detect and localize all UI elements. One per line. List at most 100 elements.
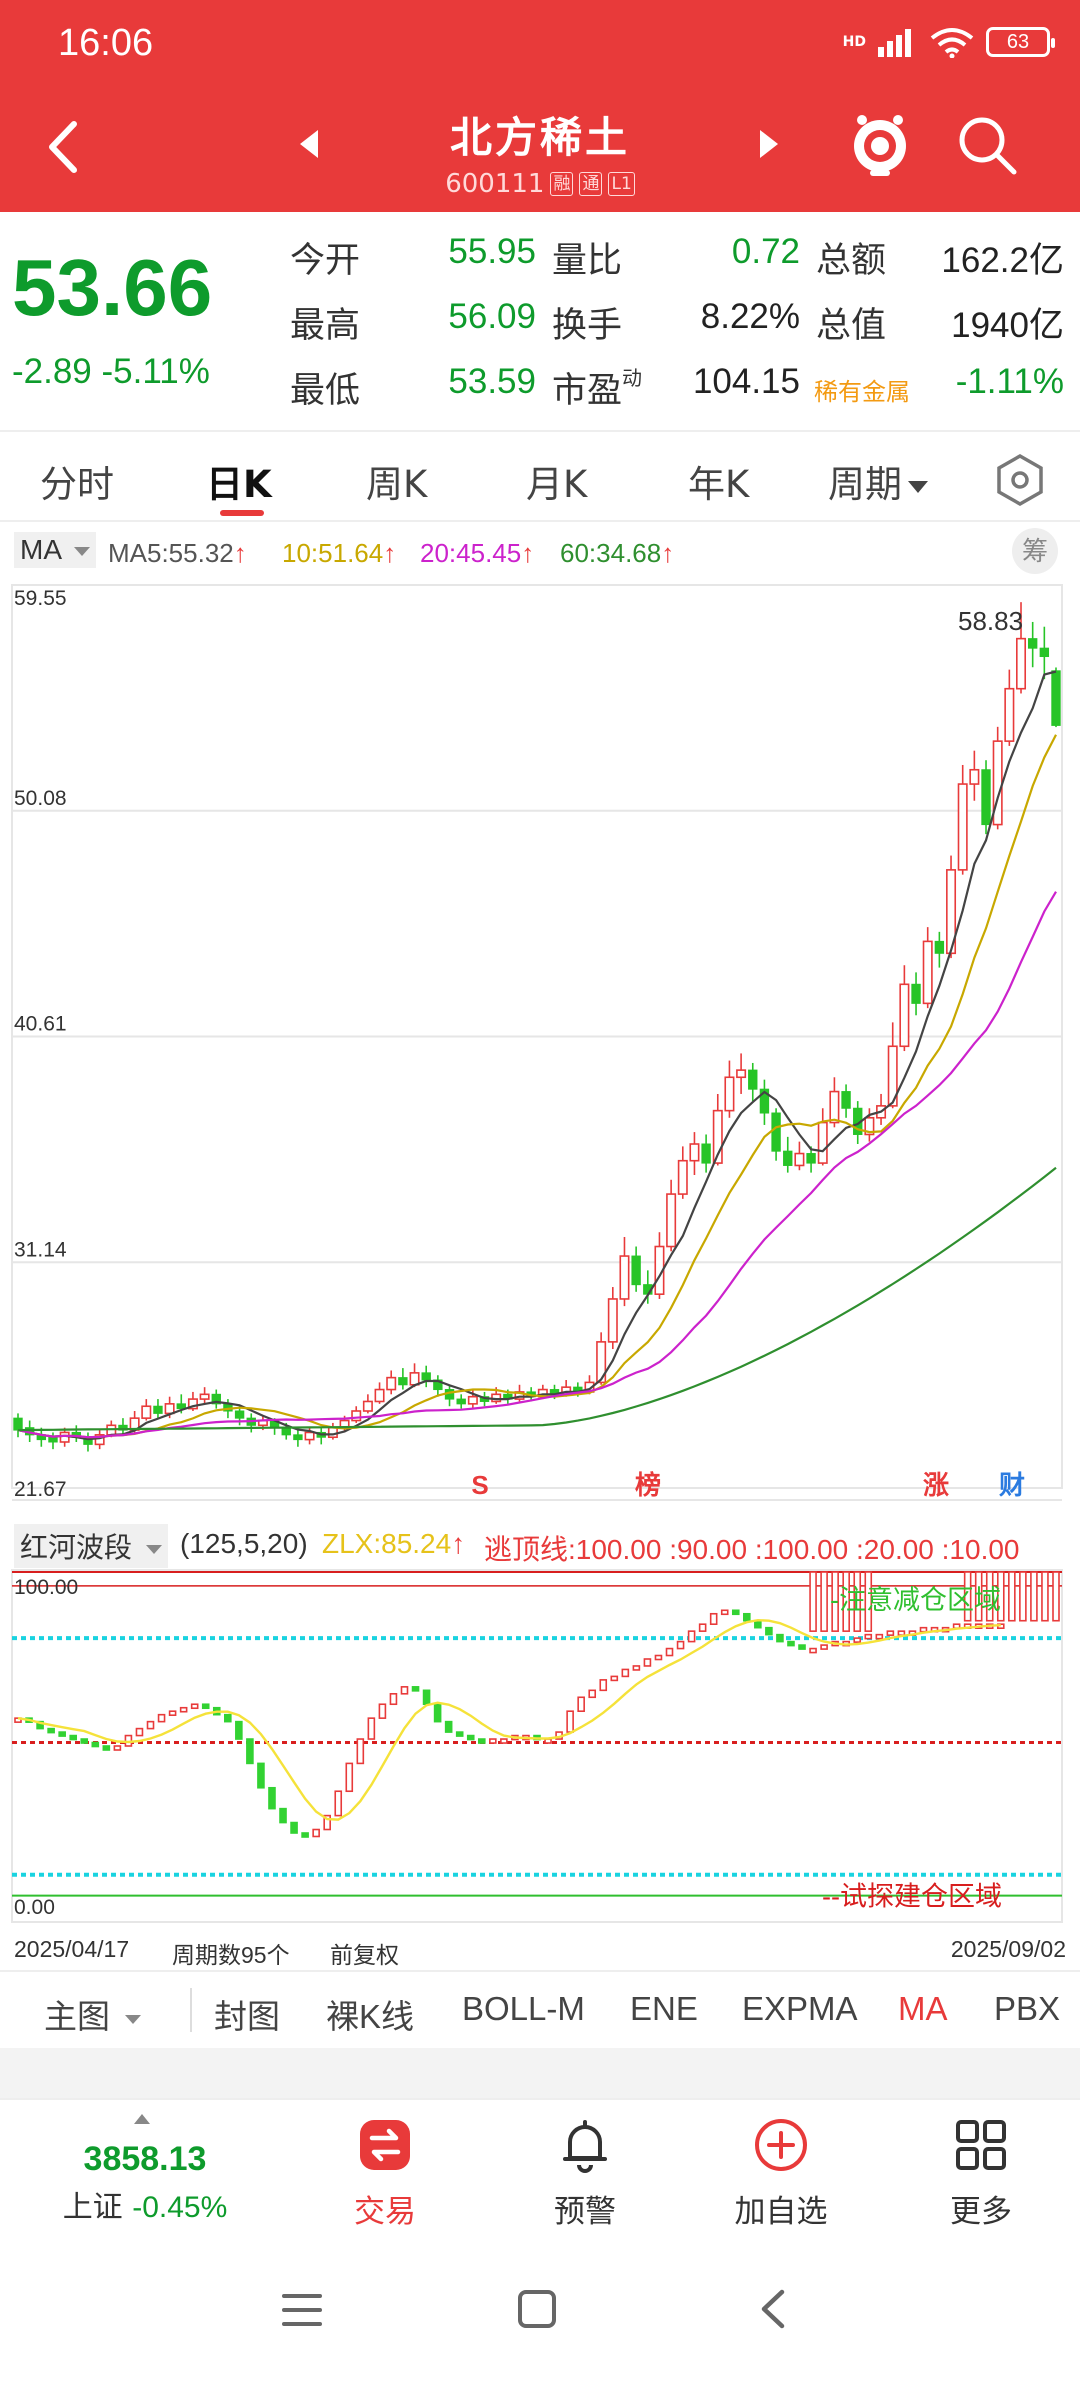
- nav-more[interactable]: 更多: [916, 2116, 1046, 2231]
- back-icon[interactable]: [30, 112, 100, 182]
- candle-body: [596, 1341, 607, 1384]
- indicator-bar: [643, 1658, 652, 1667]
- indicator-bar: [356, 1738, 365, 1765]
- indicator-bar: [477, 1738, 486, 1744]
- expand-up-icon[interactable]: [134, 2114, 150, 2124]
- indicator-bar: [665, 1647, 674, 1657]
- high-label: 最高: [290, 306, 361, 346]
- indicator-bar: [698, 1623, 707, 1632]
- volume-ratio-value: 0.72: [731, 232, 800, 271]
- date-end: 2025/09/02: [950, 1936, 1066, 1962]
- prev-stock-icon[interactable]: [300, 130, 318, 158]
- nav-alert[interactable]: 预警: [520, 2116, 650, 2231]
- tab-yearly-k[interactable]: 年K: [688, 463, 750, 506]
- escape-bar: [974, 1571, 983, 1622]
- indicator-bar: [500, 1738, 508, 1744]
- indicator-panel[interactable]: 100.00 0.00 -注意减仓区域 --试探建仓区域: [0, 1568, 1080, 1928]
- candle-body: [234, 1410, 245, 1419]
- itab-main-label: 主图: [44, 1998, 110, 2035]
- up-arrow-icon: ↑: [451, 1528, 466, 1559]
- indicator-bar: [168, 1710, 177, 1716]
- indicator-bar: [102, 1745, 111, 1751]
- menu-icon[interactable]: [280, 2290, 324, 2330]
- tab-intraday[interactable]: 分时: [40, 463, 114, 506]
- itab-boll-m[interactable]: BOLL-M: [462, 1990, 585, 2027]
- settings-hexagon-icon[interactable]: [992, 452, 1048, 508]
- candle-body: [677, 1159, 688, 1195]
- indicator-annot-top: -注意减仓区域: [830, 1585, 1001, 1615]
- itab-pbx[interactable]: PBX: [994, 1990, 1061, 2027]
- candle-body: [164, 1403, 175, 1415]
- tab-daily-k[interactable]: 日K: [206, 463, 272, 506]
- indicator-bar: [610, 1675, 619, 1682]
- candle-body: [467, 1395, 478, 1405]
- itab-ma[interactable]: MA: [898, 1990, 948, 2027]
- candle-body: [48, 1436, 58, 1443]
- escape-bar: [996, 1571, 1005, 1622]
- adjust-mode: 前复权: [330, 1942, 399, 1968]
- search-icon[interactable]: [954, 112, 1020, 178]
- system-nav-bar: [0, 2240, 1080, 2400]
- pe-label-text: 市盈: [552, 371, 623, 411]
- candle-body: [759, 1088, 770, 1114]
- low-label: 最低: [290, 371, 361, 411]
- candle-body: [783, 1150, 793, 1166]
- home-icon[interactable]: [516, 2288, 558, 2330]
- indicator-bar: [47, 1727, 55, 1734]
- indicator-name: 红河波段: [20, 1532, 133, 1563]
- indicator-bar: [235, 1720, 243, 1740]
- active-tab-indicator: [220, 510, 264, 516]
- back-nav-icon[interactable]: [754, 2286, 794, 2332]
- up-arrow-icon: ↑: [233, 538, 247, 568]
- itab-naked-k[interactable]: 裸K线: [326, 1998, 415, 2035]
- nav-trade[interactable]: 交易: [320, 2116, 450, 2231]
- indicator-bar: [323, 1814, 331, 1831]
- tab-weekly-k[interactable]: 周K: [366, 463, 428, 506]
- indicator-bar: [864, 1633, 873, 1640]
- tab-monthly-k[interactable]: 月K: [526, 463, 588, 506]
- indicator-bar: [599, 1679, 608, 1692]
- itab-ene[interactable]: ENE: [630, 1990, 698, 2027]
- stock-title: 北方稀土 600111 融 通 L1: [0, 104, 1080, 199]
- itab-main-chart[interactable]: 主图: [44, 1990, 142, 2038]
- escape-bar: [809, 1571, 817, 1632]
- indicator-bar: [345, 1762, 354, 1793]
- market-cap-label: 总值: [816, 306, 887, 346]
- indicator-bar: [709, 1612, 718, 1625]
- itab-seal[interactable]: 封图: [214, 1998, 280, 2035]
- index-label[interactable]: 上证 -0.45%: [50, 2182, 240, 2226]
- tab-period-dropdown[interactable]: 周期: [828, 454, 928, 508]
- indicator-bar: [875, 1633, 884, 1640]
- nav-add-watchlist[interactable]: 加自选: [716, 2116, 846, 2231]
- ma-selector[interactable]: MA: [14, 532, 97, 568]
- wifi-icon: [930, 28, 974, 58]
- nav-more-label: 更多: [950, 2194, 1012, 2230]
- indicator-bar: [765, 1626, 773, 1636]
- indicator-bar: [455, 1731, 464, 1737]
- kline-chart[interactable]: 59.55 50.08 40.61 31.14 21.67 58.83 S 榜 涨 财: [0, 575, 1080, 1525]
- market-cap-value: 1940亿: [951, 306, 1064, 345]
- ma60-value: 60:34.68↑: [560, 538, 674, 569]
- mascot-icon[interactable]: [848, 110, 912, 178]
- change-amount: -2.89: [12, 352, 92, 391]
- kline-chart-svg: 59.55 50.08 40.61 31.14 21.67 58.83 S 榜 涨 财: [11, 584, 1063, 1501]
- indicator-selector[interactable]: 红河波段: [14, 1524, 168, 1568]
- index-change: -0.45%: [132, 2191, 228, 2224]
- chips-button[interactable]: 筹: [1012, 528, 1058, 574]
- last-price: 53.66: [12, 243, 213, 332]
- index-value[interactable]: 3858.13: [83, 2140, 207, 2178]
- ma5-text: MA5:55.32: [108, 538, 234, 568]
- itab-expma[interactable]: EXPMA: [742, 1990, 858, 2027]
- candle-body: [864, 1116, 875, 1136]
- nav-alert-label: 预警: [554, 2194, 616, 2230]
- open-value: 55.95: [448, 232, 536, 271]
- ma5-value: MA5:55.32↑: [108, 538, 247, 569]
- next-stock-icon[interactable]: [760, 130, 778, 158]
- sector-label[interactable]: 稀有金属: [814, 378, 910, 406]
- volume-ratio-label: 量比: [552, 241, 623, 281]
- candle-body: [899, 983, 910, 1048]
- indicator-bar: [334, 1790, 343, 1817]
- candle-body: [327, 1426, 338, 1439]
- bottom-nav: 3858.13 上证 -0.45% 交易 预警 加自选 更: [0, 2098, 1080, 2238]
- candle-body: [841, 1091, 851, 1109]
